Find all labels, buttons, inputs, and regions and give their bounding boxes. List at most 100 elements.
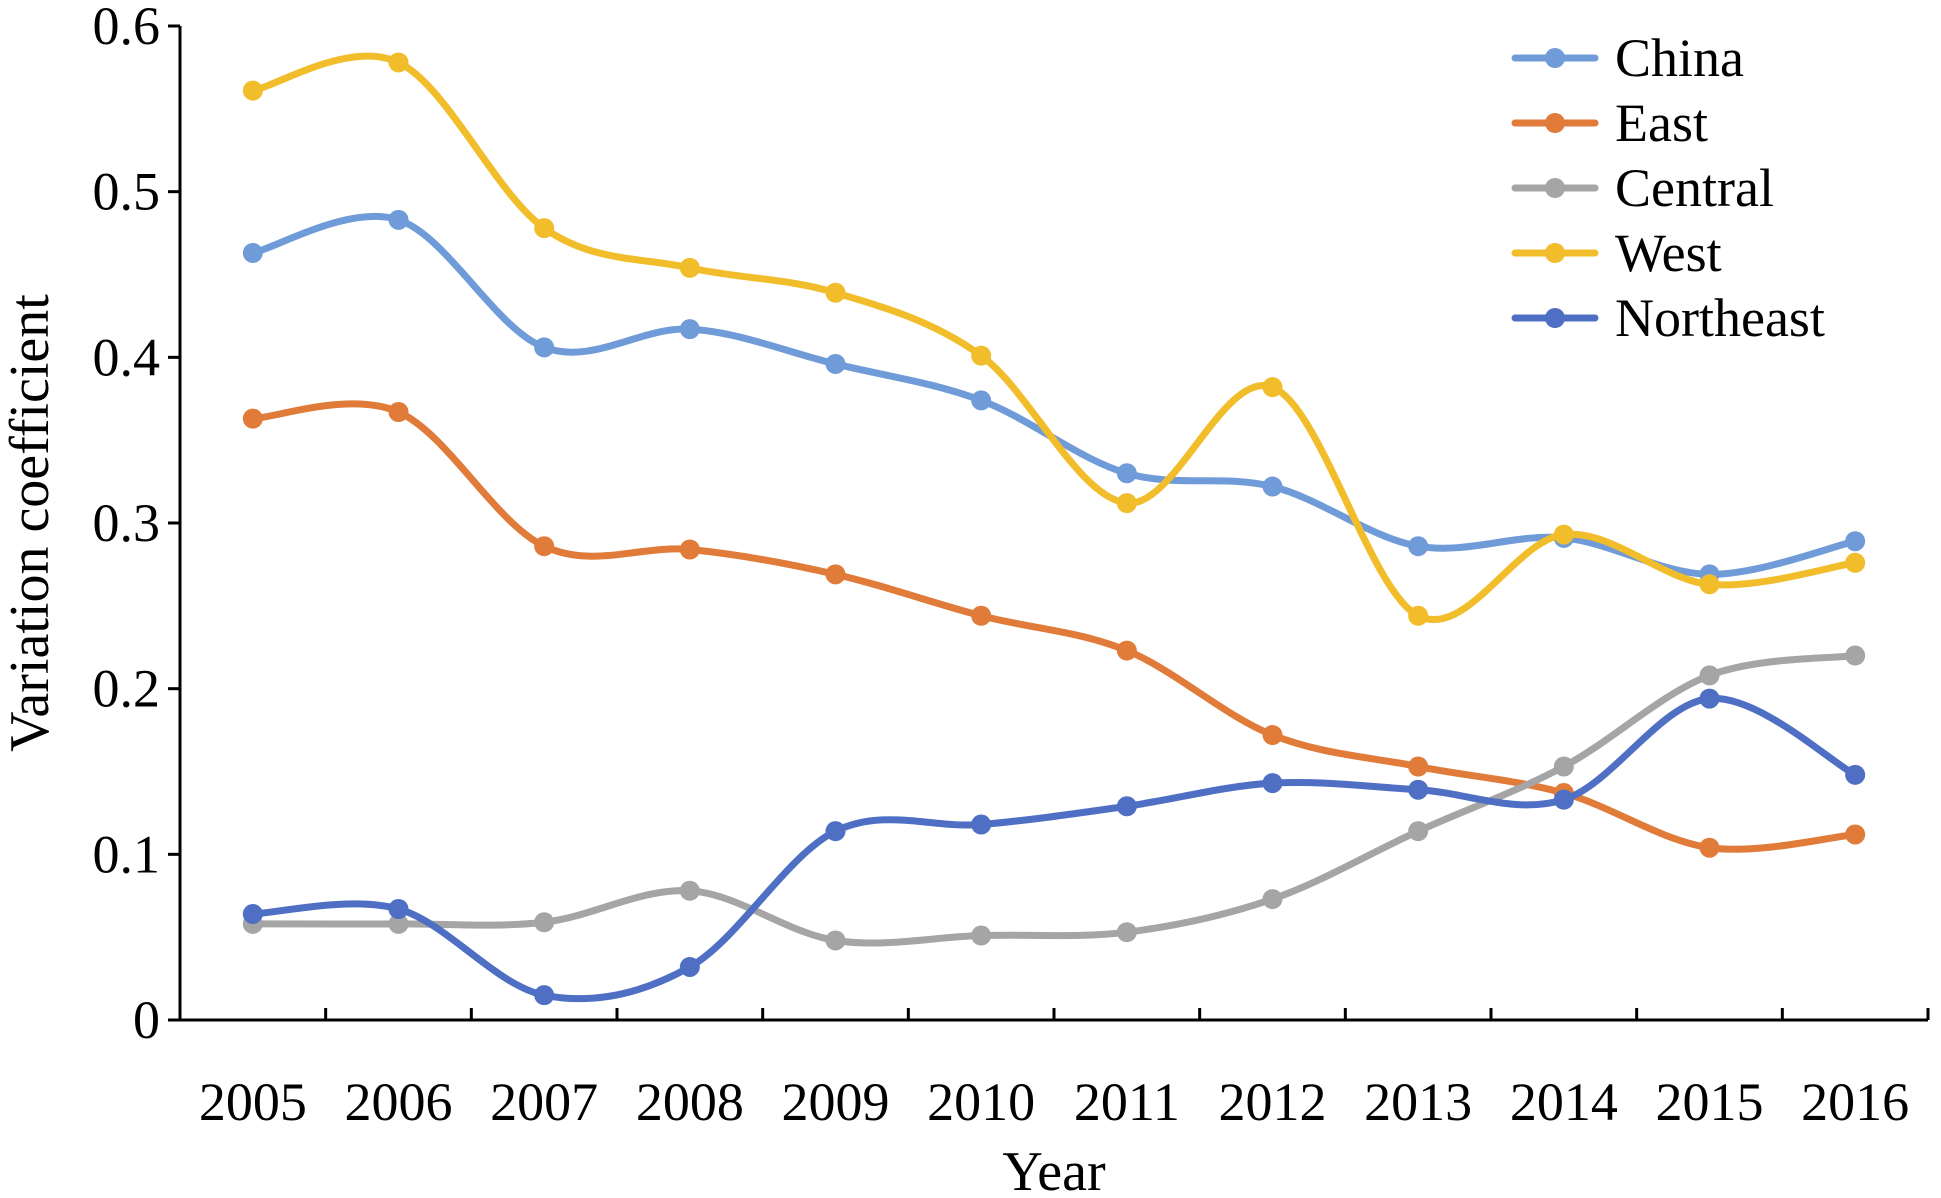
series-line-central: [249, 652, 1859, 947]
data-point-northeast: [1408, 779, 1429, 800]
data-point-west: [1408, 605, 1429, 626]
data-point-east: [825, 564, 846, 585]
legend-label: China: [1615, 28, 1744, 88]
data-point-northeast: [1116, 796, 1137, 817]
data-point-west: [679, 257, 700, 278]
data-point-northeast: [971, 814, 992, 835]
data-point-central: [679, 880, 700, 901]
legend-item-west: West: [1511, 223, 1722, 283]
data-point-central: [1262, 889, 1283, 910]
data-point-west: [1845, 552, 1866, 573]
legend-label: East: [1615, 93, 1708, 153]
data-point-central: [971, 925, 992, 946]
data-point-east: [1699, 837, 1720, 858]
legend-label: West: [1615, 223, 1722, 283]
data-point-china: [534, 337, 555, 358]
data-point-central: [534, 912, 555, 933]
x-tick-label: 2013: [1364, 1072, 1472, 1132]
legend-swatch-marker: [1545, 178, 1565, 198]
data-point-northeast: [1845, 764, 1866, 785]
data-point-west: [1262, 377, 1283, 398]
data-point-central: [825, 930, 846, 951]
data-point-east: [1845, 824, 1866, 845]
x-tick-label: 2012: [1219, 1072, 1327, 1132]
data-point-east: [1262, 725, 1283, 746]
y-tick-label: 0.3: [93, 493, 161, 553]
data-point-china: [1845, 531, 1866, 552]
data-point-east: [242, 408, 263, 429]
data-point-east: [388, 402, 409, 423]
x-axis-ticks: 2005 2006 2007 2008 2009 2010 2011 2012 2013 2014…: [178, 1008, 1930, 1132]
x-tick-label: 2005: [199, 1072, 307, 1132]
series-line-china: [249, 212, 1859, 578]
x-tick-label: 2011: [1074, 1072, 1180, 1132]
data-point-china: [825, 353, 846, 374]
legend-item-central: Central: [1511, 158, 1774, 218]
data-point-northeast: [1699, 688, 1720, 709]
data-point-east: [534, 536, 555, 557]
data-point-china: [679, 319, 700, 340]
legend-item-china: China: [1511, 28, 1744, 88]
legend-swatch-marker: [1545, 243, 1565, 263]
data-point-northeast: [825, 821, 846, 842]
data-point-central: [1553, 756, 1574, 777]
x-tick-label: 2016: [1801, 1072, 1909, 1132]
data-point-china: [242, 242, 263, 263]
data-point-northeast: [388, 899, 409, 920]
x-tick-label: 2006: [345, 1072, 453, 1132]
data-point-china: [1408, 536, 1429, 557]
data-point-china: [971, 390, 992, 411]
data-point-central: [1699, 665, 1720, 686]
series-central: [242, 645, 1866, 951]
legend-swatch-marker: [1545, 308, 1565, 328]
legend-item-northeast: Northeast: [1511, 288, 1825, 348]
series-group: [242, 52, 1866, 1006]
x-tick-label: 2015: [1656, 1072, 1764, 1132]
data-point-east: [1408, 756, 1429, 777]
series-northeast: [242, 688, 1866, 1006]
series-line-east: [249, 400, 1859, 853]
x-tick-label: 2007: [490, 1072, 598, 1132]
data-point-china: [1262, 476, 1283, 497]
legend-swatch-marker: [1545, 48, 1565, 68]
x-tick-label: 2010: [927, 1072, 1035, 1132]
data-point-west: [825, 282, 846, 303]
data-point-central: [388, 913, 409, 934]
data-point-northeast: [534, 985, 555, 1006]
series-west: [242, 52, 1866, 626]
y-axis-title: Variation coefficient: [0, 294, 61, 752]
data-point-northeast: [1553, 789, 1574, 810]
y-tick-label: 0.1: [93, 824, 161, 884]
data-point-west: [534, 218, 555, 239]
y-tick-label: 0.2: [93, 659, 161, 719]
x-axis-title: Year: [1002, 1141, 1106, 1198]
legend-label: Central: [1615, 158, 1774, 218]
legend-swatch-marker: [1545, 113, 1565, 133]
data-point-east: [971, 605, 992, 626]
data-point-west: [388, 52, 409, 73]
y-tick-label: 0.5: [93, 162, 161, 222]
data-point-west: [242, 80, 263, 101]
y-tick-label: 0.4: [93, 327, 161, 387]
data-point-central: [1845, 645, 1866, 666]
x-tick-label: 2009: [782, 1072, 890, 1132]
x-tick-label: 2014: [1510, 1072, 1618, 1132]
data-point-china: [1116, 463, 1137, 484]
y-tick-label: 0: [133, 990, 160, 1050]
y-tick-label: 0.6: [93, 0, 161, 56]
legend-item-east: East: [1511, 93, 1708, 153]
data-point-central: [1116, 922, 1137, 943]
legend-label: Northeast: [1615, 288, 1825, 348]
data-point-northeast: [1262, 773, 1283, 794]
data-point-west: [1553, 524, 1574, 545]
series-east: [242, 400, 1866, 858]
data-point-northeast: [242, 903, 263, 924]
series-line-northeast: [249, 695, 1859, 1003]
data-point-china: [388, 209, 409, 230]
data-point-northeast: [679, 956, 700, 977]
y-axis-ticks: 0 0.1 0.2 0.3 0.4 0.5 0.6: [93, 0, 180, 1050]
data-point-central: [1408, 821, 1429, 842]
data-point-west: [1116, 493, 1137, 514]
